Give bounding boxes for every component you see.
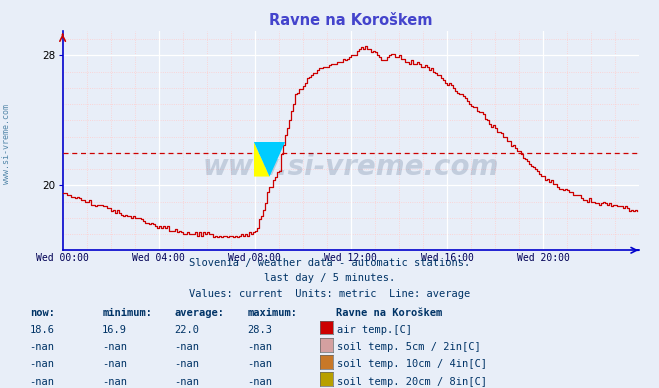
Text: air temp.[C]: air temp.[C] — [337, 325, 413, 335]
Text: -nan: -nan — [175, 376, 200, 386]
Text: 28.3: 28.3 — [247, 325, 272, 335]
Text: -nan: -nan — [247, 342, 272, 352]
Text: 16.9: 16.9 — [102, 325, 127, 335]
Text: soil temp. 5cm / 2in[C]: soil temp. 5cm / 2in[C] — [337, 342, 481, 352]
Text: -nan: -nan — [102, 359, 127, 369]
Text: 18.6: 18.6 — [30, 325, 55, 335]
Polygon shape — [254, 142, 270, 177]
Text: 22.0: 22.0 — [175, 325, 200, 335]
Text: -nan: -nan — [247, 376, 272, 386]
Text: now:: now: — [30, 308, 55, 318]
Text: maximum:: maximum: — [247, 308, 297, 318]
Text: -nan: -nan — [247, 359, 272, 369]
Polygon shape — [254, 142, 285, 177]
Text: -nan: -nan — [30, 376, 55, 386]
Text: soil temp. 10cm / 4in[C]: soil temp. 10cm / 4in[C] — [337, 359, 488, 369]
Text: -nan: -nan — [102, 376, 127, 386]
Text: average:: average: — [175, 308, 225, 318]
Text: -nan: -nan — [30, 342, 55, 352]
Text: -nan: -nan — [102, 342, 127, 352]
Text: Slovenia / weather data - automatic stations.: Slovenia / weather data - automatic stat… — [189, 258, 470, 268]
Text: last day / 5 minutes.: last day / 5 minutes. — [264, 273, 395, 283]
Text: soil temp. 20cm / 8in[C]: soil temp. 20cm / 8in[C] — [337, 376, 488, 386]
Text: Values: current  Units: metric  Line: average: Values: current Units: metric Line: aver… — [189, 289, 470, 299]
Text: www.si-vreme.com: www.si-vreme.com — [2, 104, 11, 184]
Text: minimum:: minimum: — [102, 308, 152, 318]
Title: Ravne na Koroškem: Ravne na Koroškem — [269, 14, 433, 28]
Text: -nan: -nan — [175, 342, 200, 352]
Text: -nan: -nan — [30, 359, 55, 369]
Text: www.si-vreme.com: www.si-vreme.com — [203, 153, 499, 181]
Text: Ravne na Koroškem: Ravne na Koroškem — [336, 308, 442, 318]
Text: -nan: -nan — [175, 359, 200, 369]
